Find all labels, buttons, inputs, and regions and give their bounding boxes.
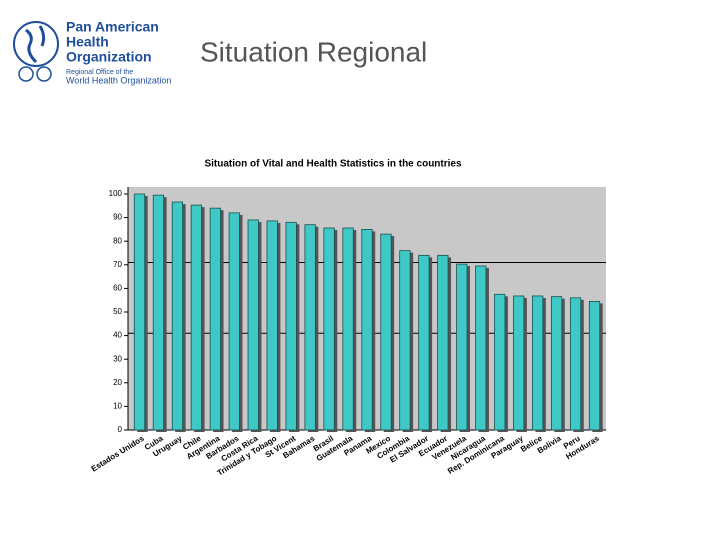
y-tick-label: 70 (113, 260, 122, 269)
bar (513, 295, 525, 431)
bar (494, 293, 506, 431)
bar (569, 297, 582, 431)
slide-title: Situation Regional (200, 36, 427, 67)
bar (152, 194, 165, 431)
org-name: Health (66, 34, 109, 50)
x-tick-label: Estados Unidos (90, 434, 147, 474)
bar (228, 212, 240, 431)
logo-globe (13, 21, 59, 67)
bar (209, 207, 221, 431)
bar (285, 221, 297, 431)
logo-icon (36, 66, 52, 82)
bar (532, 295, 544, 431)
bar (171, 201, 184, 431)
bar (323, 227, 335, 431)
y-tick-label: 20 (113, 378, 122, 387)
y-tick-label: 30 (113, 354, 122, 363)
y-tick-label: 0 (118, 425, 123, 434)
bar (247, 219, 259, 431)
bar (399, 250, 411, 431)
y-tick-label: 50 (113, 307, 122, 316)
bar (190, 204, 202, 431)
org-name: Organization (66, 49, 152, 65)
logo: Pan American Health Organization Regiona… (13, 19, 171, 85)
bar (380, 233, 392, 431)
bar (342, 227, 354, 431)
bar (456, 263, 468, 431)
y-tick-label: 80 (113, 236, 122, 245)
bar (418, 254, 430, 431)
y-tick-label: 10 (113, 402, 122, 411)
logo-continents (25, 25, 46, 64)
bar (475, 265, 487, 431)
y-tick-label: 100 (109, 189, 123, 198)
bar (304, 224, 316, 431)
y-tick-label: 60 (113, 284, 122, 293)
bar (437, 254, 449, 431)
bar (133, 193, 146, 431)
bar (361, 228, 373, 431)
office-name: Regional Office of the (66, 69, 133, 76)
y-tick-label: 40 (113, 331, 122, 340)
org-name: Pan American (66, 19, 159, 35)
logo-icon (18, 66, 34, 82)
y-tick-label: 90 (113, 213, 122, 222)
bar (550, 296, 563, 431)
chart-title: Situation of Vital and Health Statistics… (204, 159, 462, 170)
bar (588, 300, 601, 431)
bar (266, 220, 278, 431)
office-name: World Health Organization (66, 75, 171, 85)
